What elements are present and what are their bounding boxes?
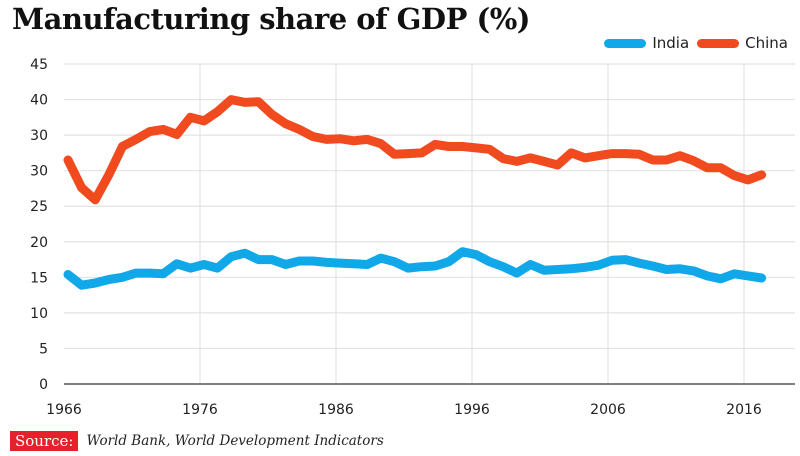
x-tick-label: 1996 [454,402,490,418]
y-tick-label: 45 [30,57,48,73]
y-axis-ticks: 0 5 10 15 20 25 30 30 40 45 [30,57,48,393]
series-line-india [63,247,767,290]
source-label: Source: [10,431,79,451]
series-line-china [63,95,767,205]
legend-label-india: India [652,34,690,52]
y-tick-label: 20 [30,235,48,251]
series-lines [63,95,767,290]
gridlines [64,63,795,385]
y-tick-label: 40 [30,93,48,109]
legend: India China [596,34,788,52]
y-tick-label: 15 [30,270,48,286]
y-tick-label: 30 [30,164,48,180]
x-tick-label: 1976 [182,402,218,418]
y-tick-label: 10 [30,306,48,322]
chart-title: Manufacturing share of GDP (%) [12,2,530,36]
y-tick-label: 30 [30,128,48,144]
y-tick-label: 5 [39,341,48,357]
legend-swatch-india [604,38,647,48]
legend-label-china: China [745,34,788,52]
legend-swatch-china [697,38,740,48]
source-note: Source: World Bank, World Development In… [10,431,384,451]
x-tick-label: 2016 [726,402,762,418]
source-text: World Bank, World Development Indicators [86,433,384,449]
x-tick-label: 2006 [590,402,626,418]
y-tick-label: 0 [39,377,48,393]
x-axis-ticks: 1966 1976 1986 1996 2006 2016 [46,402,762,418]
y-tick-label: 25 [30,199,48,215]
x-tick-label: 1966 [46,402,82,418]
x-tick-label: 1986 [318,402,354,418]
